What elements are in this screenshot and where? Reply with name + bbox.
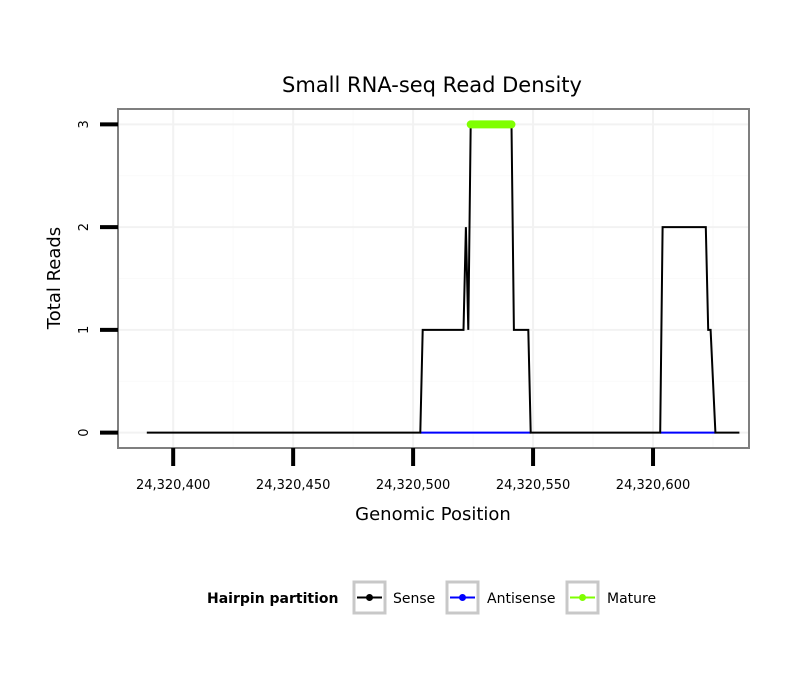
x-tick-label: 24,320,500: [376, 478, 450, 493]
x-tick-label: 24,320,450: [256, 478, 330, 493]
y-tick-label: 1: [77, 326, 92, 334]
series-layer: [146, 120, 740, 434]
legend-dot-antisense: [459, 594, 466, 601]
legend-label-antisense: Antisense: [487, 591, 556, 607]
x-tick-label: 24,320,600: [616, 478, 690, 493]
sense-series-line: [146, 123, 740, 434]
legend: Hairpin partition Sense Antisense Mature: [207, 580, 656, 615]
legend-dot-sense: [366, 594, 373, 601]
legend-title: Hairpin partition: [207, 591, 338, 607]
y-tick-label: 2: [77, 223, 92, 231]
x-tick-label: 24,320,550: [496, 478, 570, 493]
x-axis: 24,320,400 24,320,450 24,320,500 24,320,550…: [136, 448, 690, 493]
legend-label-sense: Sense: [393, 591, 435, 607]
legend-label-mature: Mature: [607, 591, 656, 607]
y-axis-title: Total Reads: [44, 227, 65, 330]
y-tick-label: 3: [77, 120, 92, 128]
plot-panel-border: [117, 108, 750, 449]
chart-title: Small RNA-seq Read Density: [282, 73, 582, 97]
x-tick-label: 24,320,400: [136, 478, 210, 493]
legend-dot-mature: [579, 594, 586, 601]
x-axis-title: Genomic Position: [355, 504, 511, 525]
y-tick-label: 0: [77, 428, 92, 436]
grid: [118, 109, 749, 448]
y-axis: 0 1 2 3: [77, 120, 118, 437]
